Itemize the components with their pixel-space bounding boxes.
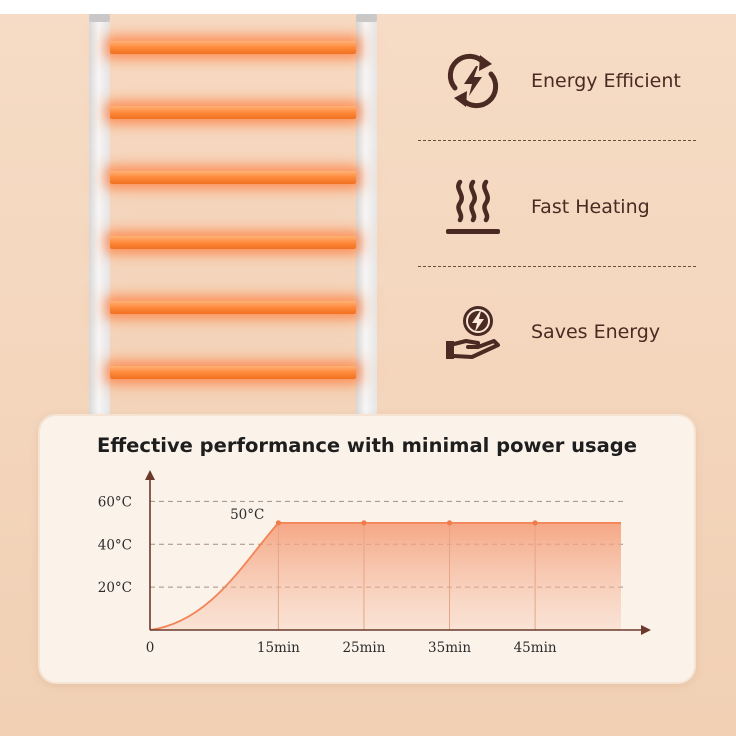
- feature-energy-efficient: Energy Efficient: [440, 49, 710, 113]
- top-band: [0, 0, 736, 14]
- temperature-curve: [149, 521, 621, 631]
- heating-bar: [110, 41, 356, 54]
- rail-right-post: [356, 14, 377, 416]
- performance-chart-card: Effective performance with minimal power…: [40, 416, 694, 682]
- y-tick-label: 20°C: [98, 580, 132, 596]
- feature-saves-energy: Saves Energy: [440, 300, 710, 364]
- feature-divider: [418, 140, 696, 141]
- heating-bar: [110, 366, 356, 379]
- y-axis-arrow: [145, 470, 155, 480]
- y-tick-label: 40°C: [98, 537, 132, 553]
- data-point: [275, 520, 281, 526]
- energy-cycle-icon: [440, 49, 506, 113]
- temperature-area: [150, 522, 621, 630]
- x-tick-label: 45min: [514, 640, 557, 656]
- data-point: [532, 520, 538, 526]
- temperature-chart: 20°C 40°C 60°C 0 15min 25min 35min 45min 50°C: [98, 470, 651, 656]
- x-tick-label: 15min: [257, 640, 300, 656]
- x-tick-label: 0: [146, 640, 155, 656]
- chart-title: Effective performance with minimal power…: [97, 434, 637, 457]
- heating-bar: [110, 301, 356, 314]
- data-point: [446, 520, 453, 526]
- heating-bar: [110, 106, 356, 119]
- y-tick-label: 60°C: [98, 494, 132, 510]
- towel-rail-illustration: [0, 14, 400, 416]
- heating-bar: [110, 171, 356, 184]
- feature-label: Fast Heating: [531, 196, 650, 218]
- heat-waves-icon: [440, 175, 506, 239]
- feature-divider: [418, 266, 696, 267]
- data-point: [361, 520, 367, 526]
- feature-label: Saves Energy: [531, 321, 661, 343]
- feature-label: Energy Efficient: [531, 70, 681, 92]
- x-tick-label: 35min: [428, 640, 471, 656]
- x-tick-label: 25min: [342, 640, 385, 656]
- feature-fast-heating: Fast Heating: [440, 175, 710, 239]
- peak-annotation: 50°C: [230, 507, 264, 523]
- hand-energy-icon: [440, 300, 506, 364]
- rail-left-post: [89, 14, 110, 416]
- heating-bar: [110, 236, 356, 249]
- x-axis-arrow: [641, 625, 651, 635]
